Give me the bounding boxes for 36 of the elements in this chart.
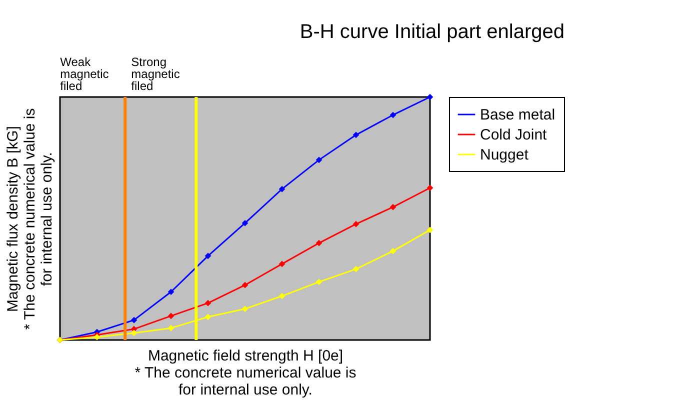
point <box>426 226 434 234</box>
point <box>242 220 248 226</box>
point <box>242 306 248 312</box>
point <box>204 300 212 306</box>
text: Weak magnetic filed <box>60 55 109 93</box>
point <box>168 288 174 296</box>
point <box>390 248 396 254</box>
point <box>204 314 212 320</box>
point <box>316 278 322 286</box>
legend-label: Base metal <box>480 106 556 124</box>
point <box>130 316 138 324</box>
point <box>242 282 248 288</box>
point <box>426 184 434 192</box>
point <box>278 186 286 192</box>
point <box>130 330 138 336</box>
point <box>316 240 322 246</box>
point <box>390 204 396 210</box>
text: * The concrete numerical value is for internal use only. <box>134 364 356 398</box>
point <box>168 324 174 332</box>
point <box>168 312 174 320</box>
point <box>278 292 286 300</box>
point <box>352 220 360 228</box>
text: Strong magnetic filed <box>131 55 180 93</box>
point <box>204 252 212 260</box>
point <box>426 94 434 100</box>
text: * The concrete numerical value is for internal use only. <box>22 108 56 330</box>
point <box>352 266 360 272</box>
x-axis-title: Magnetic field strength H [0e] <box>148 348 344 364</box>
point <box>352 132 360 138</box>
y-axis-title: Magnetic flux density B [kG] <box>4 126 22 312</box>
point <box>278 260 286 268</box>
legend-label: Nugget <box>480 146 530 164</box>
point <box>316 156 322 164</box>
point <box>390 112 396 118</box>
legend-label: Cold Joint <box>480 126 548 144</box>
chart-title: B-H curve Initial part enlarged <box>300 21 564 43</box>
